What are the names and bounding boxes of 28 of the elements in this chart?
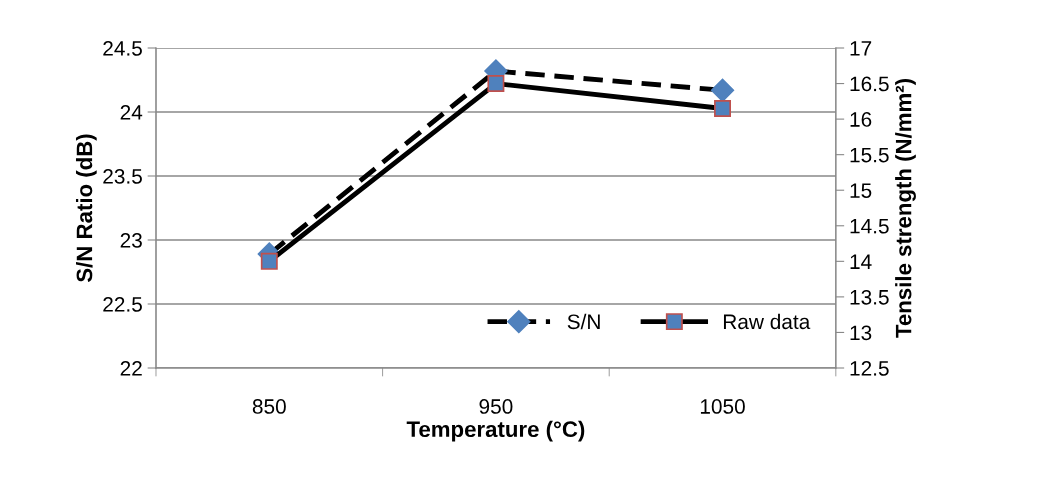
y2-tick-label: 15.5 (850, 147, 889, 163)
y2-tick-label: 17 (850, 41, 872, 56)
legend-label: S/N (567, 313, 600, 330)
y2-tick-label: 13 (850, 325, 872, 341)
y-tick-label: 22.5 (103, 297, 142, 312)
legend-label: Raw data (723, 313, 811, 330)
x-axis-title: Temperature (°C) (406, 420, 585, 442)
y2-tick-label: 14 (850, 254, 872, 269)
y2-tick-label: 16 (850, 112, 872, 127)
y-axis-title: S/N Ratio (dB) (75, 134, 97, 283)
y2-tick-label: 16.5 (850, 76, 889, 92)
point (487, 75, 505, 93)
y2-tick-label: 15 (850, 183, 872, 198)
y2-tick-label: 12.5 (850, 361, 889, 376)
y-tick-label: 22 (120, 361, 142, 376)
point (710, 78, 735, 102)
x-tick-label: 1050 (700, 399, 745, 414)
y-tick-label: 23 (120, 233, 142, 248)
y-tick-label: 24 (120, 105, 143, 120)
y2-tick-label: 14.5 (850, 218, 889, 234)
point (260, 252, 278, 270)
x-tick-label: 850 (252, 399, 286, 414)
point (714, 99, 731, 117)
y2-tick-label: 13.5 (850, 289, 889, 305)
y-tick-label: 23.5 (103, 169, 142, 184)
y2-axis-title: Tensile strength (N/mm²) (895, 79, 916, 338)
x-tick-label: 950 (479, 399, 513, 414)
y-tick-label: 24.5 (103, 41, 142, 56)
